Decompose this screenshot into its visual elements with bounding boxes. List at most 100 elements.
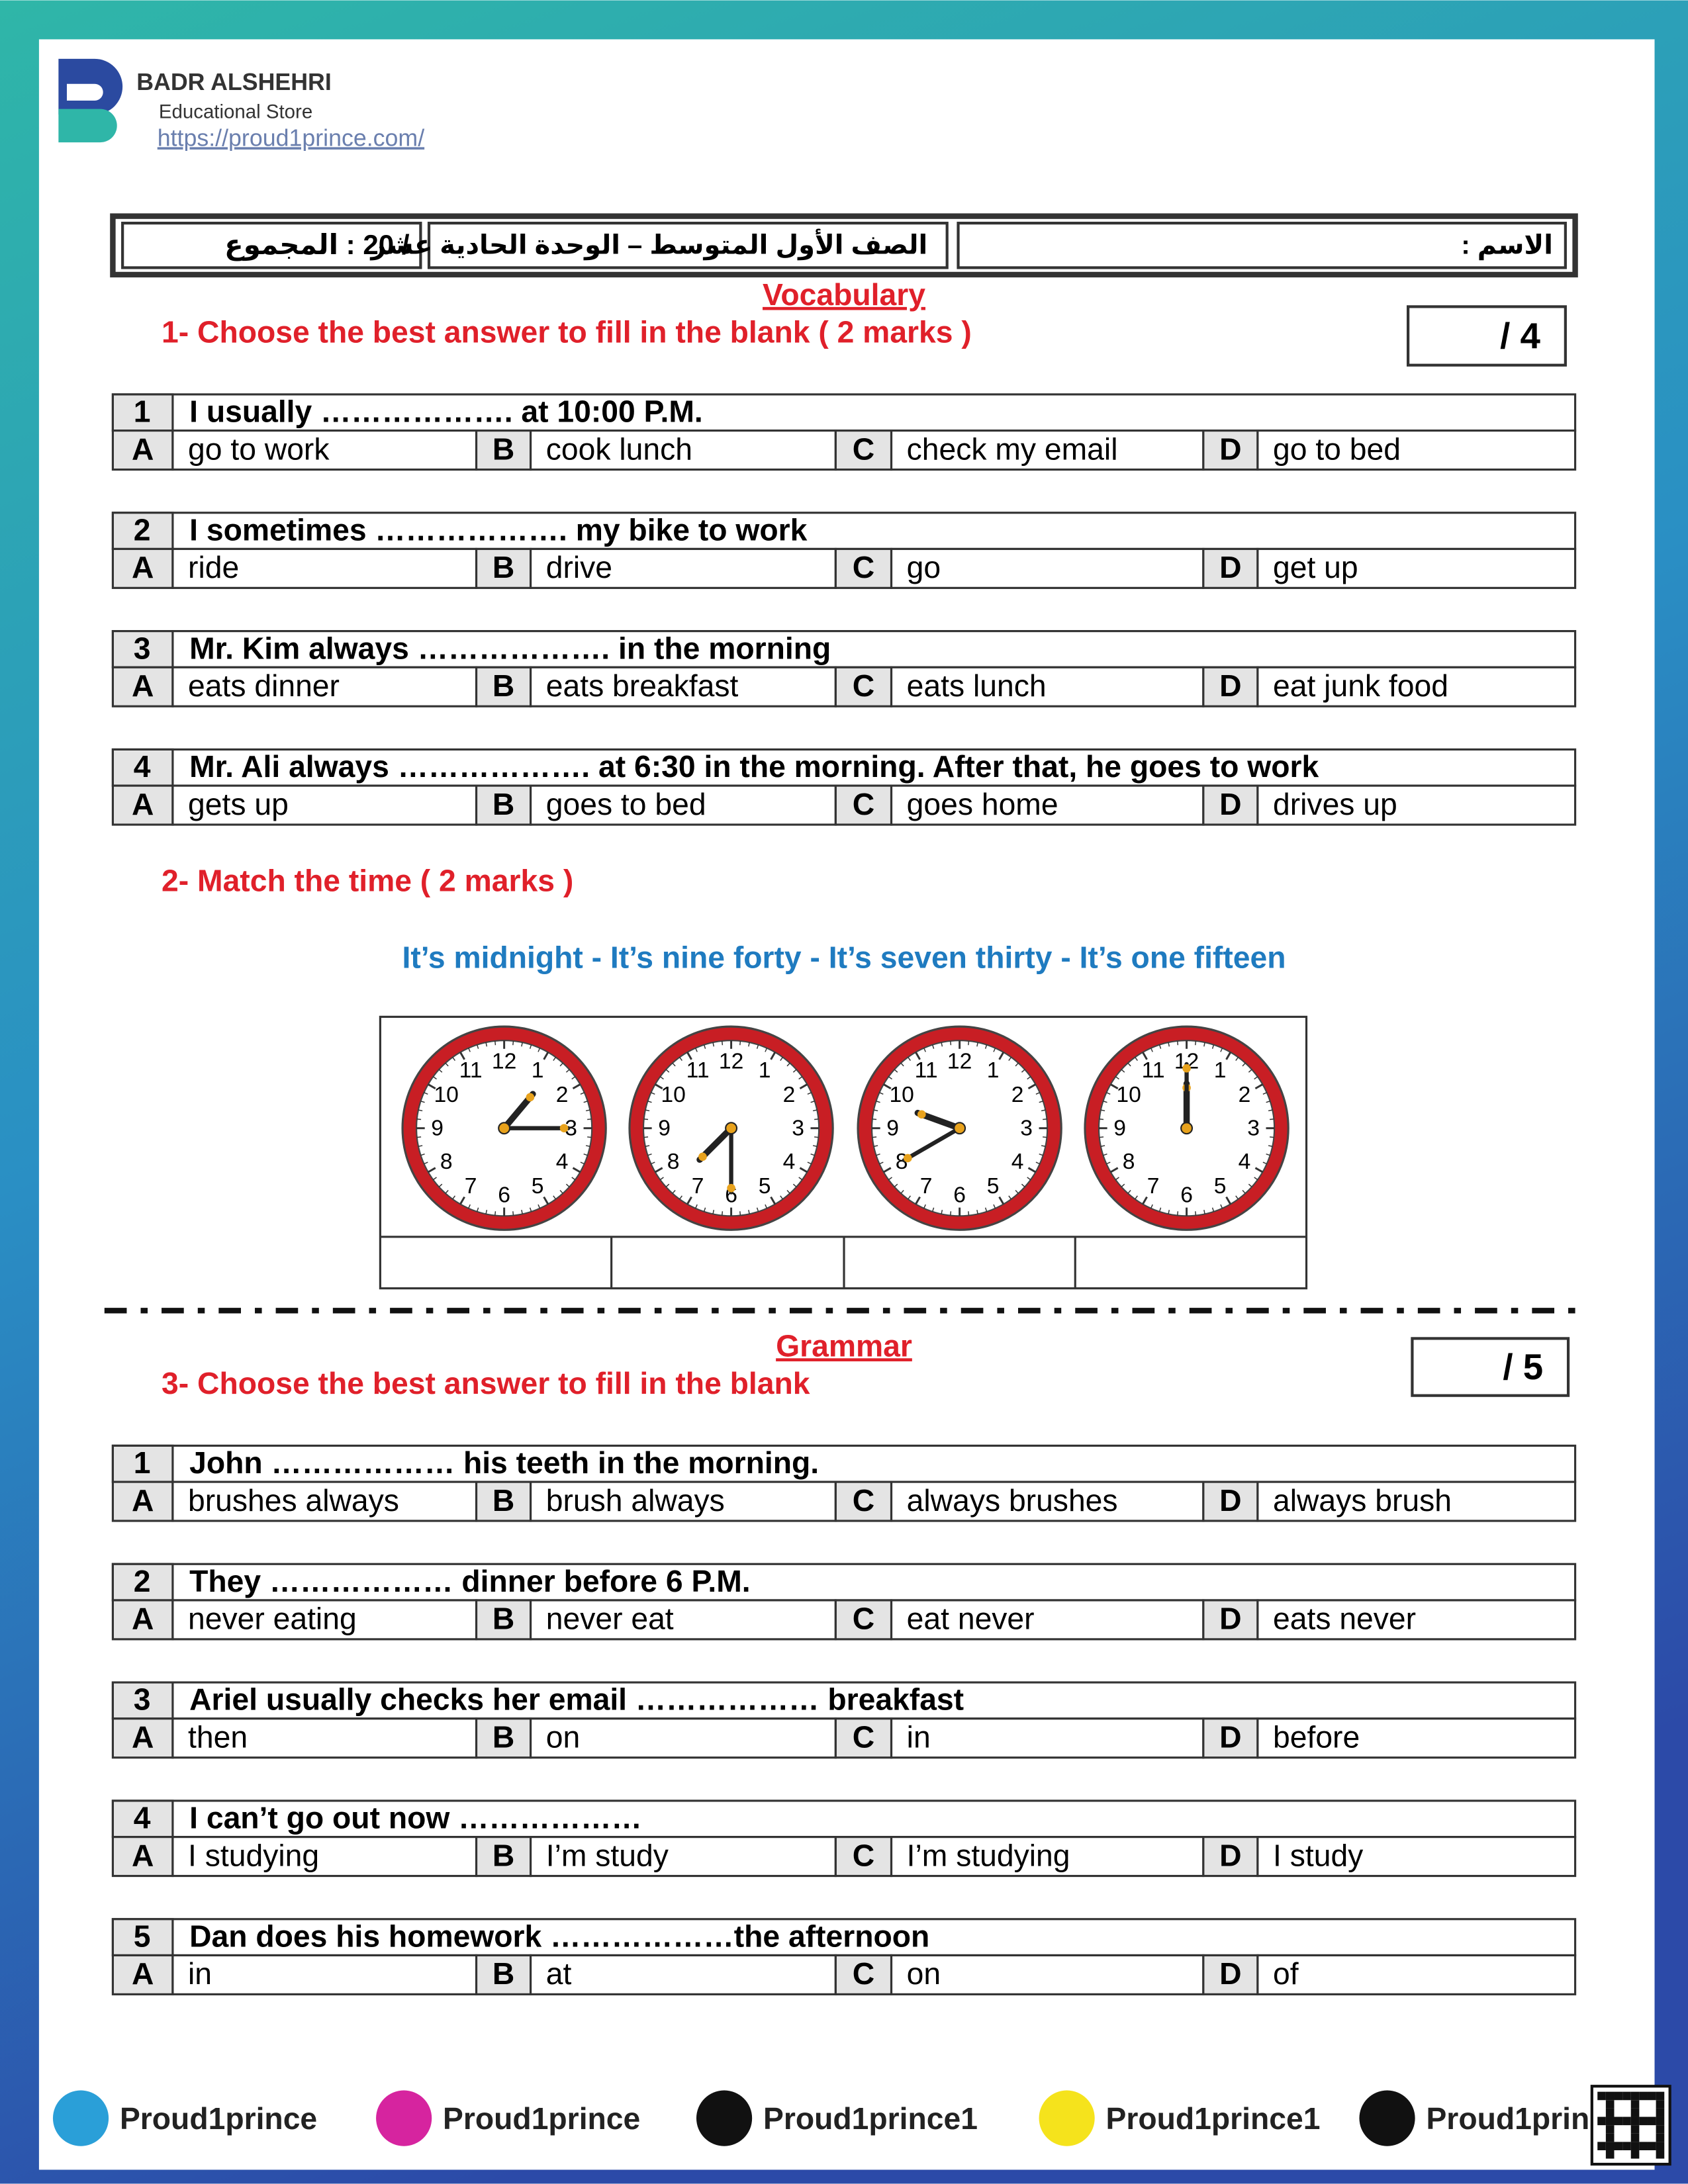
option-text: check my email bbox=[907, 432, 1118, 466]
clock-tick bbox=[792, 1183, 797, 1187]
clock-tick bbox=[494, 1040, 496, 1046]
option-letter: C bbox=[853, 787, 874, 821]
option-letter: D bbox=[1219, 1483, 1241, 1518]
clock-numeral: 5 bbox=[1214, 1174, 1227, 1199]
option-letter-cell bbox=[834, 1954, 893, 1995]
option-letter-cell bbox=[834, 430, 893, 471]
clock-tick bbox=[438, 1183, 443, 1187]
option-cell bbox=[1256, 1480, 1577, 1522]
clock-numeral: 4 bbox=[783, 1150, 796, 1174]
option-letter: B bbox=[492, 432, 514, 466]
option-letter: A bbox=[132, 1602, 154, 1636]
option-text: at bbox=[546, 1956, 572, 1991]
score: / 4 bbox=[1500, 315, 1540, 356]
clock-tick bbox=[416, 1118, 422, 1120]
qr-module bbox=[1605, 2116, 1615, 2126]
clock-tick bbox=[1035, 1092, 1041, 1095]
clock-tick bbox=[1266, 1101, 1270, 1103]
question-number: 2 bbox=[134, 1564, 151, 1598]
clock-tick bbox=[810, 1101, 815, 1103]
option-text: drive bbox=[546, 550, 612, 584]
social-handle: Proud1prince1 bbox=[763, 2101, 978, 2136]
option-letter-cell bbox=[111, 1836, 174, 1878]
clock-tick bbox=[445, 1062, 449, 1067]
info-bar: / 20 : المجموع الصف الأول المتوسط – الوح… bbox=[110, 213, 1578, 278]
clock-tick bbox=[543, 1052, 549, 1060]
question-stem: They ……………… dinner before 6 P.M. bbox=[189, 1564, 751, 1598]
clock-tick bbox=[883, 1167, 892, 1173]
option-letter-cell bbox=[475, 1599, 532, 1641]
clock-tick bbox=[1168, 1042, 1170, 1047]
hand-tip bbox=[917, 1110, 926, 1119]
clock-tick bbox=[1242, 1190, 1246, 1194]
clock-tick bbox=[665, 1069, 670, 1073]
qr-module bbox=[1630, 2108, 1640, 2117]
clock-tick bbox=[756, 1207, 759, 1212]
number-cell bbox=[111, 1444, 174, 1483]
question-cell bbox=[111, 748, 1577, 787]
clock-tick bbox=[1158, 1207, 1162, 1212]
clock-center bbox=[725, 1122, 738, 1135]
clock-tick bbox=[651, 1161, 655, 1165]
option-letter: A bbox=[132, 1956, 154, 1991]
option-letter: D bbox=[1219, 787, 1241, 821]
clock-numeral: 6 bbox=[498, 1183, 510, 1208]
clock-center bbox=[953, 1122, 966, 1135]
option-text: eats never bbox=[1273, 1602, 1416, 1636]
option-cell bbox=[890, 1599, 1205, 1641]
clock-tick bbox=[984, 1044, 988, 1049]
clock-tick bbox=[1015, 1190, 1019, 1194]
url[interactable]: https://proud1prince.com/ bbox=[158, 124, 424, 151]
question-stem: Dan does his homework ………………the afternoo… bbox=[189, 1919, 929, 1953]
option-cell bbox=[1256, 784, 1577, 826]
question-number: 1 bbox=[134, 394, 151, 429]
option-cell bbox=[530, 1836, 837, 1878]
social-handle: Proud1prince1 bbox=[1106, 2101, 1321, 2136]
clock-numeral: 5 bbox=[759, 1174, 771, 1199]
question-cell bbox=[111, 512, 1577, 551]
clock-tick bbox=[1220, 1048, 1223, 1052]
hand-tip bbox=[559, 1124, 569, 1133]
clock-tick bbox=[765, 1204, 768, 1209]
option-cell bbox=[530, 666, 837, 707]
option-letter-cell bbox=[834, 666, 893, 707]
clock-tick bbox=[1150, 1204, 1153, 1209]
clock-tick bbox=[420, 1101, 425, 1103]
clock-tick bbox=[580, 1092, 585, 1095]
number-cell bbox=[111, 1799, 174, 1839]
clock-tick bbox=[559, 1190, 563, 1194]
qr-module bbox=[1639, 2091, 1648, 2101]
clock-numeral: 10 bbox=[889, 1083, 914, 1107]
clock-tick bbox=[1039, 1101, 1043, 1103]
question-stem: I can’t go out now ……………… bbox=[189, 1801, 642, 1835]
clock-tick bbox=[468, 1204, 471, 1209]
question-number: 4 bbox=[134, 1801, 151, 1835]
option-letter: C bbox=[853, 1956, 874, 1991]
option-letter-cell bbox=[475, 430, 532, 471]
clock-numeral: 11 bbox=[459, 1058, 483, 1083]
section-title: Vocabulary bbox=[763, 277, 925, 312]
clock-tick bbox=[1021, 1069, 1025, 1073]
question-number: 3 bbox=[134, 1682, 151, 1717]
option-text: go to work bbox=[188, 432, 330, 466]
option-cell bbox=[171, 1599, 478, 1641]
clock-tick bbox=[572, 1167, 581, 1173]
score: / 5 bbox=[1503, 1346, 1543, 1387]
clock-tick bbox=[647, 1101, 652, 1103]
clock-tick bbox=[1099, 1136, 1104, 1138]
social-icon bbox=[376, 2090, 432, 2146]
name-label: الاسم : bbox=[1461, 230, 1553, 260]
brand: BADR ALSHEHRI bbox=[136, 69, 332, 95]
clock-tick bbox=[1115, 1177, 1119, 1181]
option-text: eat junk food bbox=[1273, 668, 1448, 703]
question-cell bbox=[111, 393, 1577, 432]
clock-tick bbox=[1158, 1044, 1162, 1049]
clock-tick bbox=[1168, 1210, 1170, 1214]
clock-numeral: 3 bbox=[792, 1116, 804, 1141]
option-letter: B bbox=[492, 668, 514, 703]
option-letter-cell bbox=[475, 1836, 532, 1878]
clock-tick bbox=[445, 1190, 449, 1194]
section-title: Grammar bbox=[776, 1328, 912, 1363]
